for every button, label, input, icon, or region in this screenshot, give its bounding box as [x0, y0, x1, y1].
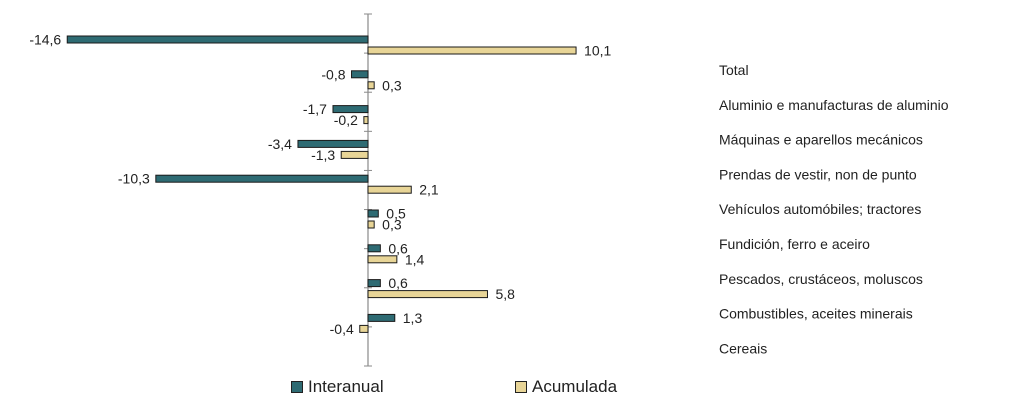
bar-interanual-maquinas-e-aparellos-mecanicos: [332, 105, 369, 114]
bar-acumulada-combustibles-aceites-minerais: [367, 290, 488, 299]
bar-interanual-cereais: [367, 313, 396, 322]
data-label-acumulada-fundicion-ferro-e-aceiro: 0,3: [382, 217, 402, 233]
bar-interanual-combustibles-aceites-minerais: [367, 279, 381, 288]
legend-label-interanual: Interanual: [308, 377, 384, 396]
data-label-interanual-vehiculos-automobiles-tractores: -10,3: [118, 171, 150, 187]
bar-interanual-total: [66, 35, 369, 44]
data-label-interanual-fundicion-ferro-e-aceiro: 0,5: [386, 206, 406, 222]
bar-acumulada-pescados-crustaceos-moluscos: [367, 255, 398, 264]
bar-acumulada-fundicion-ferro-e-aceiro: [367, 220, 375, 229]
data-label-interanual-maquinas-e-aparellos-mecanicos: -1,7: [303, 101, 327, 117]
data-label-interanual-aluminio-e-manufacturas-de-aluminio: -0,8: [321, 66, 345, 82]
data-label-acumulada-cereais: -0,4: [330, 321, 354, 337]
bar-interanual-fundicion-ferro-e-aceiro: [367, 209, 379, 218]
category-label-total: Total: [719, 62, 749, 78]
bar-acumulada-vehiculos-automobiles-tractores: [367, 185, 412, 194]
data-label-acumulada-maquinas-e-aparellos-mecanicos: -0,2: [334, 112, 358, 128]
legend-swatch-acumulada: [515, 381, 527, 393]
legend-item-interanual: Interanual: [291, 377, 384, 397]
data-label-acumulada-prendas-de-vestir-non-de-punto: -1,3: [311, 147, 335, 163]
bar-acumulada-total: [367, 46, 577, 55]
category-label-combustibles-aceites-minerais: Combustibles, aceites minerais: [719, 306, 913, 322]
data-label-interanual-prendas-de-vestir-non-de-punto: -3,4: [268, 136, 292, 152]
category-label-aluminio-e-manufacturas-de-aluminio: Aluminio e manufacturas de aluminio: [719, 97, 949, 113]
category-label-prendas-de-vestir-non-de-punto: Prendas de vestir, non de punto: [719, 166, 917, 182]
data-label-acumulada-pescados-crustaceos-moluscos: 1,4: [405, 251, 425, 267]
category-label-pescados-crustaceos-moluscos: Pescados, crustáceos, moluscos: [719, 271, 923, 287]
legend-item-acumulada: Acumulada: [515, 377, 617, 397]
bar-acumulada-aluminio-e-manufacturas-de-aluminio: [367, 81, 375, 90]
data-label-acumulada-vehiculos-automobiles-tractores: 2,1: [419, 182, 439, 198]
bar-interanual-prendas-de-vestir-non-de-punto: [297, 139, 369, 148]
data-label-interanual-total: -14,6: [29, 32, 61, 48]
data-label-acumulada-aluminio-e-manufacturas-de-aluminio: 0,3: [382, 77, 402, 93]
bar-chart: -14,6 10,1 Total -0,8 0,3 Aluminio e manufact…: [29, 13, 949, 367]
data-label-interanual-combustibles-aceites-minerais: 0,6: [388, 275, 408, 291]
category-label-cereais: Cereais: [719, 340, 767, 356]
data-label-acumulada-combustibles-aceites-minerais: 5,8: [495, 286, 515, 302]
category-label-vehiculos-automobiles-tractores: Vehículos automóbiles; tractores: [719, 201, 921, 217]
data-label-interanual-cereais: 1,3: [403, 310, 423, 326]
legend: Interanual Acumulada: [0, 377, 1017, 403]
legend-label-acumulada: Acumulada: [532, 377, 618, 396]
bar-acumulada-maquinas-e-aparellos-mecanicos: [363, 116, 369, 125]
category-label-maquinas-e-aparellos-mecanicos: Máquinas e aparellos mecánicos: [719, 132, 923, 148]
bar-interanual-vehiculos-automobiles-tractores: [155, 174, 369, 183]
bar-interanual-pescados-crustaceos-moluscos: [367, 244, 381, 253]
category-label-fundicion-ferro-e-aceiro: Fundición, ferro e aceiro: [719, 236, 870, 252]
legend-swatch-interanual: [291, 381, 303, 393]
bar-acumulada-prendas-de-vestir-non-de-punto: [340, 150, 369, 159]
bar-acumulada-cereais: [359, 324, 369, 333]
data-label-interanual-pescados-crustaceos-moluscos: 0,6: [388, 240, 408, 256]
bar-interanual-aluminio-e-manufacturas-de-aluminio: [351, 70, 369, 79]
data-label-acumulada-total: 10,1: [584, 43, 611, 59]
